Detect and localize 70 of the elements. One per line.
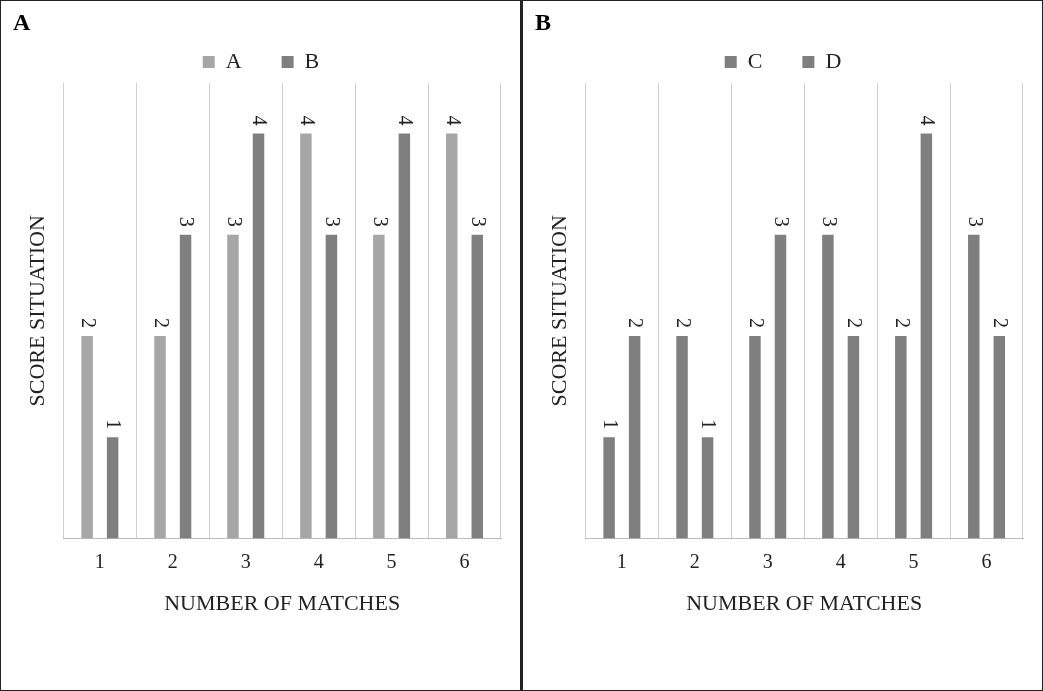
data-label: 2 — [625, 318, 648, 329]
bar — [847, 336, 860, 539]
bar — [398, 133, 411, 539]
y-axis-title: SCORE SITUATION — [545, 215, 571, 407]
bar — [628, 336, 641, 539]
data-label: 2 — [150, 318, 173, 329]
text: B — [535, 9, 552, 36]
data-label: 3 — [322, 216, 345, 227]
data-label: 1 — [103, 419, 126, 430]
legend-label: C — [747, 47, 763, 73]
bar — [227, 234, 239, 539]
data-label: 3 — [964, 216, 987, 227]
data-label: 1 — [599, 419, 622, 430]
bar — [895, 336, 907, 539]
text: A — [13, 9, 31, 36]
x-tick-label: 5 — [908, 549, 919, 572]
data-label: 2 — [745, 318, 768, 329]
bar — [993, 336, 1006, 539]
x-tick-label: 5 — [386, 549, 397, 572]
bar — [300, 133, 312, 539]
x-tick-label: 6 — [981, 549, 992, 572]
x-tick-label: 6 — [459, 549, 470, 572]
bar — [179, 234, 192, 539]
x-tick-label: 4 — [835, 549, 846, 572]
bar — [676, 336, 688, 539]
data-label: 3 — [369, 216, 392, 227]
data-label: 2 — [672, 318, 695, 329]
legend-label: B — [304, 47, 320, 73]
x-tick-label: 1 — [94, 549, 105, 572]
data-label: 3 — [771, 216, 794, 227]
y-axis-title: SCORE SITUATION — [23, 215, 49, 407]
data-label: 2 — [844, 318, 867, 329]
bar — [968, 234, 980, 539]
x-axis-title: NUMBER OF MATCHES — [164, 589, 401, 615]
x-tick-label: 3 — [762, 549, 773, 572]
bar — [106, 437, 119, 539]
bar — [373, 234, 385, 539]
data-label: 2 — [990, 318, 1013, 329]
bar — [603, 437, 615, 539]
data-label: 2 — [77, 318, 100, 329]
legend-label: A — [225, 47, 242, 73]
data-label: 3 — [468, 216, 491, 227]
bar — [471, 234, 484, 539]
data-label: 3 — [223, 216, 246, 227]
data-label: 1 — [698, 419, 721, 430]
x-tick-label: 4 — [313, 549, 324, 572]
bar — [701, 437, 714, 539]
bar — [446, 133, 458, 539]
bar — [822, 234, 834, 539]
bar — [920, 133, 933, 539]
data-label: 4 — [249, 115, 272, 126]
bar — [252, 133, 265, 539]
bar — [325, 234, 338, 539]
data-label: 4 — [917, 115, 940, 126]
legend-label: D — [825, 47, 842, 73]
bar — [154, 336, 166, 539]
data-label: 2 — [891, 318, 914, 329]
data-label: 3 — [818, 216, 841, 227]
x-tick-label: 3 — [240, 549, 251, 572]
x-tick-label: 2 — [167, 549, 178, 572]
bar — [749, 336, 761, 539]
x-axis-title: NUMBER OF MATCHES — [686, 589, 923, 615]
data-label: 4 — [296, 115, 319, 126]
x-tick-label: 2 — [689, 549, 700, 572]
bar — [81, 336, 93, 539]
bar — [774, 234, 787, 539]
data-label: 4 — [395, 115, 418, 126]
data-label: 3 — [176, 216, 199, 227]
data-label: 4 — [442, 115, 465, 126]
x-tick-label: 1 — [616, 549, 627, 572]
